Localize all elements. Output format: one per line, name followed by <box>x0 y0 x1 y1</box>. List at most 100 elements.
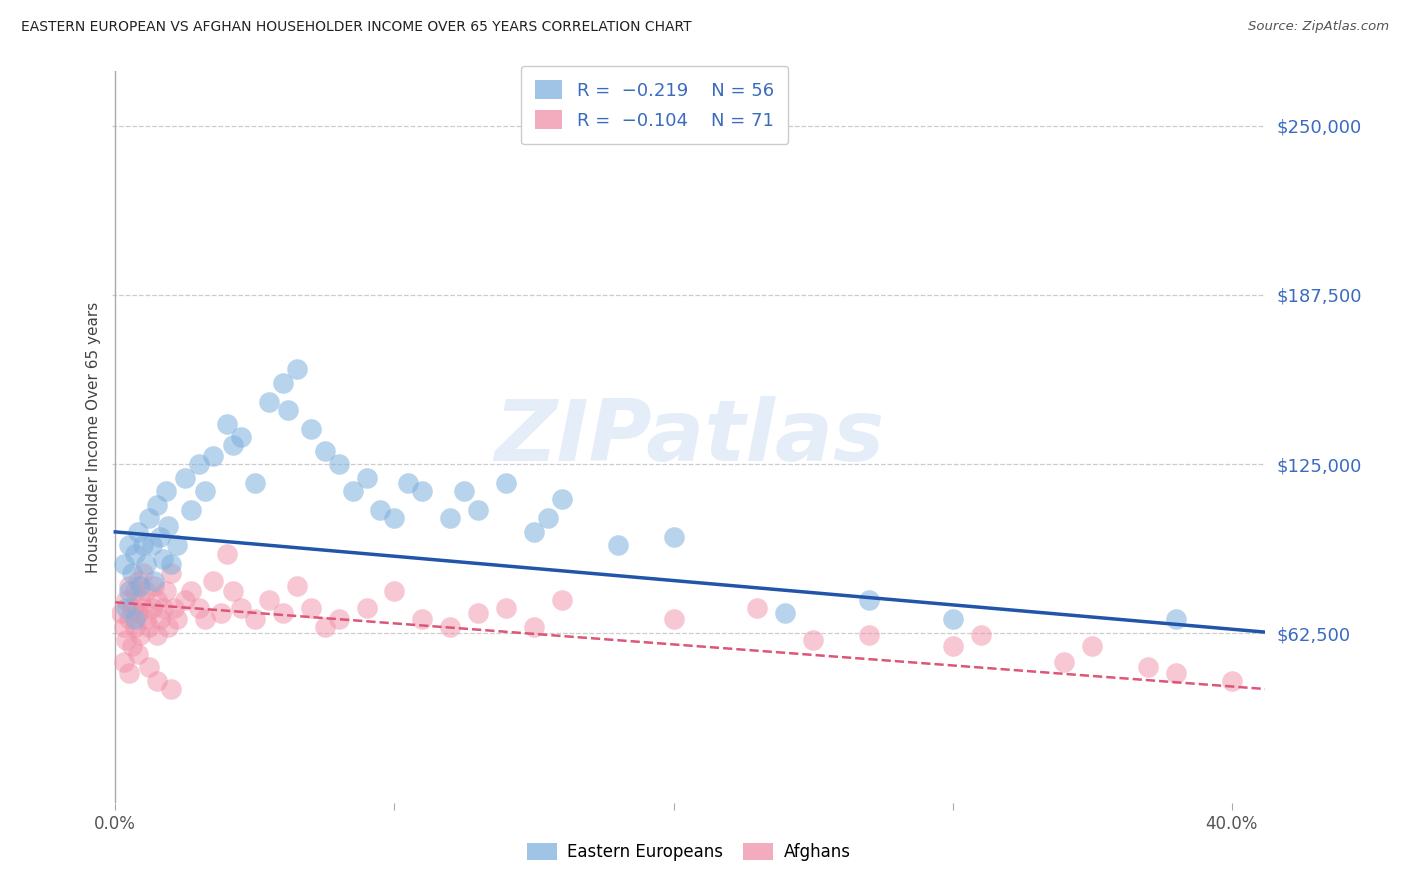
Point <box>138 660 160 674</box>
Point <box>115 633 138 648</box>
Point <box>127 574 149 588</box>
Point <box>163 600 186 615</box>
Point <box>166 538 188 552</box>
Point <box>124 584 146 599</box>
Point <box>118 584 141 599</box>
Point <box>141 538 163 552</box>
Point <box>135 611 157 625</box>
Point <box>1081 639 1104 653</box>
Point <box>285 362 308 376</box>
Point <box>1137 660 1160 674</box>
Point <box>127 647 149 661</box>
Point <box>118 579 141 593</box>
Point <box>396 476 419 491</box>
Point <box>285 579 308 593</box>
Point <box>160 681 183 696</box>
Point <box>143 574 166 588</box>
Point <box>149 530 172 544</box>
Point <box>467 606 489 620</box>
Point <box>112 558 135 572</box>
Point <box>257 395 280 409</box>
Point <box>132 566 155 580</box>
Point <box>141 600 163 615</box>
Point <box>495 476 517 491</box>
Point <box>188 600 211 615</box>
Point <box>229 430 252 444</box>
Point <box>243 476 266 491</box>
Point <box>135 558 157 572</box>
Point <box>439 620 461 634</box>
Point <box>858 628 880 642</box>
Point <box>112 655 135 669</box>
Point <box>215 417 238 431</box>
Point <box>606 538 628 552</box>
Point <box>146 673 169 688</box>
Point <box>942 639 965 653</box>
Point <box>194 484 217 499</box>
Point <box>495 600 517 615</box>
Point <box>439 511 461 525</box>
Point <box>209 606 232 620</box>
Point <box>118 611 141 625</box>
Point <box>453 484 475 499</box>
Point <box>121 566 143 580</box>
Point <box>188 457 211 471</box>
Point <box>221 438 243 452</box>
Point <box>129 592 152 607</box>
Point <box>138 620 160 634</box>
Point <box>135 584 157 599</box>
Point <box>129 628 152 642</box>
Point <box>314 620 336 634</box>
Point <box>118 665 141 680</box>
Point <box>180 503 202 517</box>
Point <box>155 484 177 499</box>
Point <box>257 592 280 607</box>
Point <box>1164 611 1187 625</box>
Point <box>152 552 174 566</box>
Point <box>112 620 135 634</box>
Point <box>551 592 574 607</box>
Point <box>149 611 172 625</box>
Point <box>537 511 560 525</box>
Point <box>160 566 183 580</box>
Point <box>194 611 217 625</box>
Point <box>138 511 160 525</box>
Point <box>384 584 406 599</box>
Text: ZIPatlas: ZIPatlas <box>494 395 884 479</box>
Point <box>1220 673 1243 688</box>
Point <box>523 524 546 539</box>
Point <box>356 600 378 615</box>
Point <box>747 600 769 615</box>
Point <box>118 538 141 552</box>
Point <box>110 606 132 620</box>
Point <box>221 584 243 599</box>
Point <box>271 606 294 620</box>
Legend: Eastern Europeans, Afghans: Eastern Europeans, Afghans <box>520 836 858 868</box>
Point <box>411 484 433 499</box>
Point <box>271 376 294 390</box>
Point <box>523 620 546 634</box>
Point <box>384 511 406 525</box>
Point <box>467 503 489 517</box>
Point <box>155 584 177 599</box>
Point <box>166 611 188 625</box>
Point <box>174 471 197 485</box>
Point <box>115 600 138 615</box>
Point <box>146 498 169 512</box>
Point <box>229 600 252 615</box>
Point <box>411 611 433 625</box>
Point <box>132 600 155 615</box>
Point <box>773 606 796 620</box>
Point <box>969 628 991 642</box>
Point <box>115 592 138 607</box>
Point <box>124 547 146 561</box>
Point <box>299 600 322 615</box>
Point <box>328 611 350 625</box>
Point <box>121 600 143 615</box>
Point <box>801 633 824 648</box>
Point <box>328 457 350 471</box>
Point <box>1053 655 1076 669</box>
Point <box>157 519 180 533</box>
Point <box>243 611 266 625</box>
Point <box>942 611 965 625</box>
